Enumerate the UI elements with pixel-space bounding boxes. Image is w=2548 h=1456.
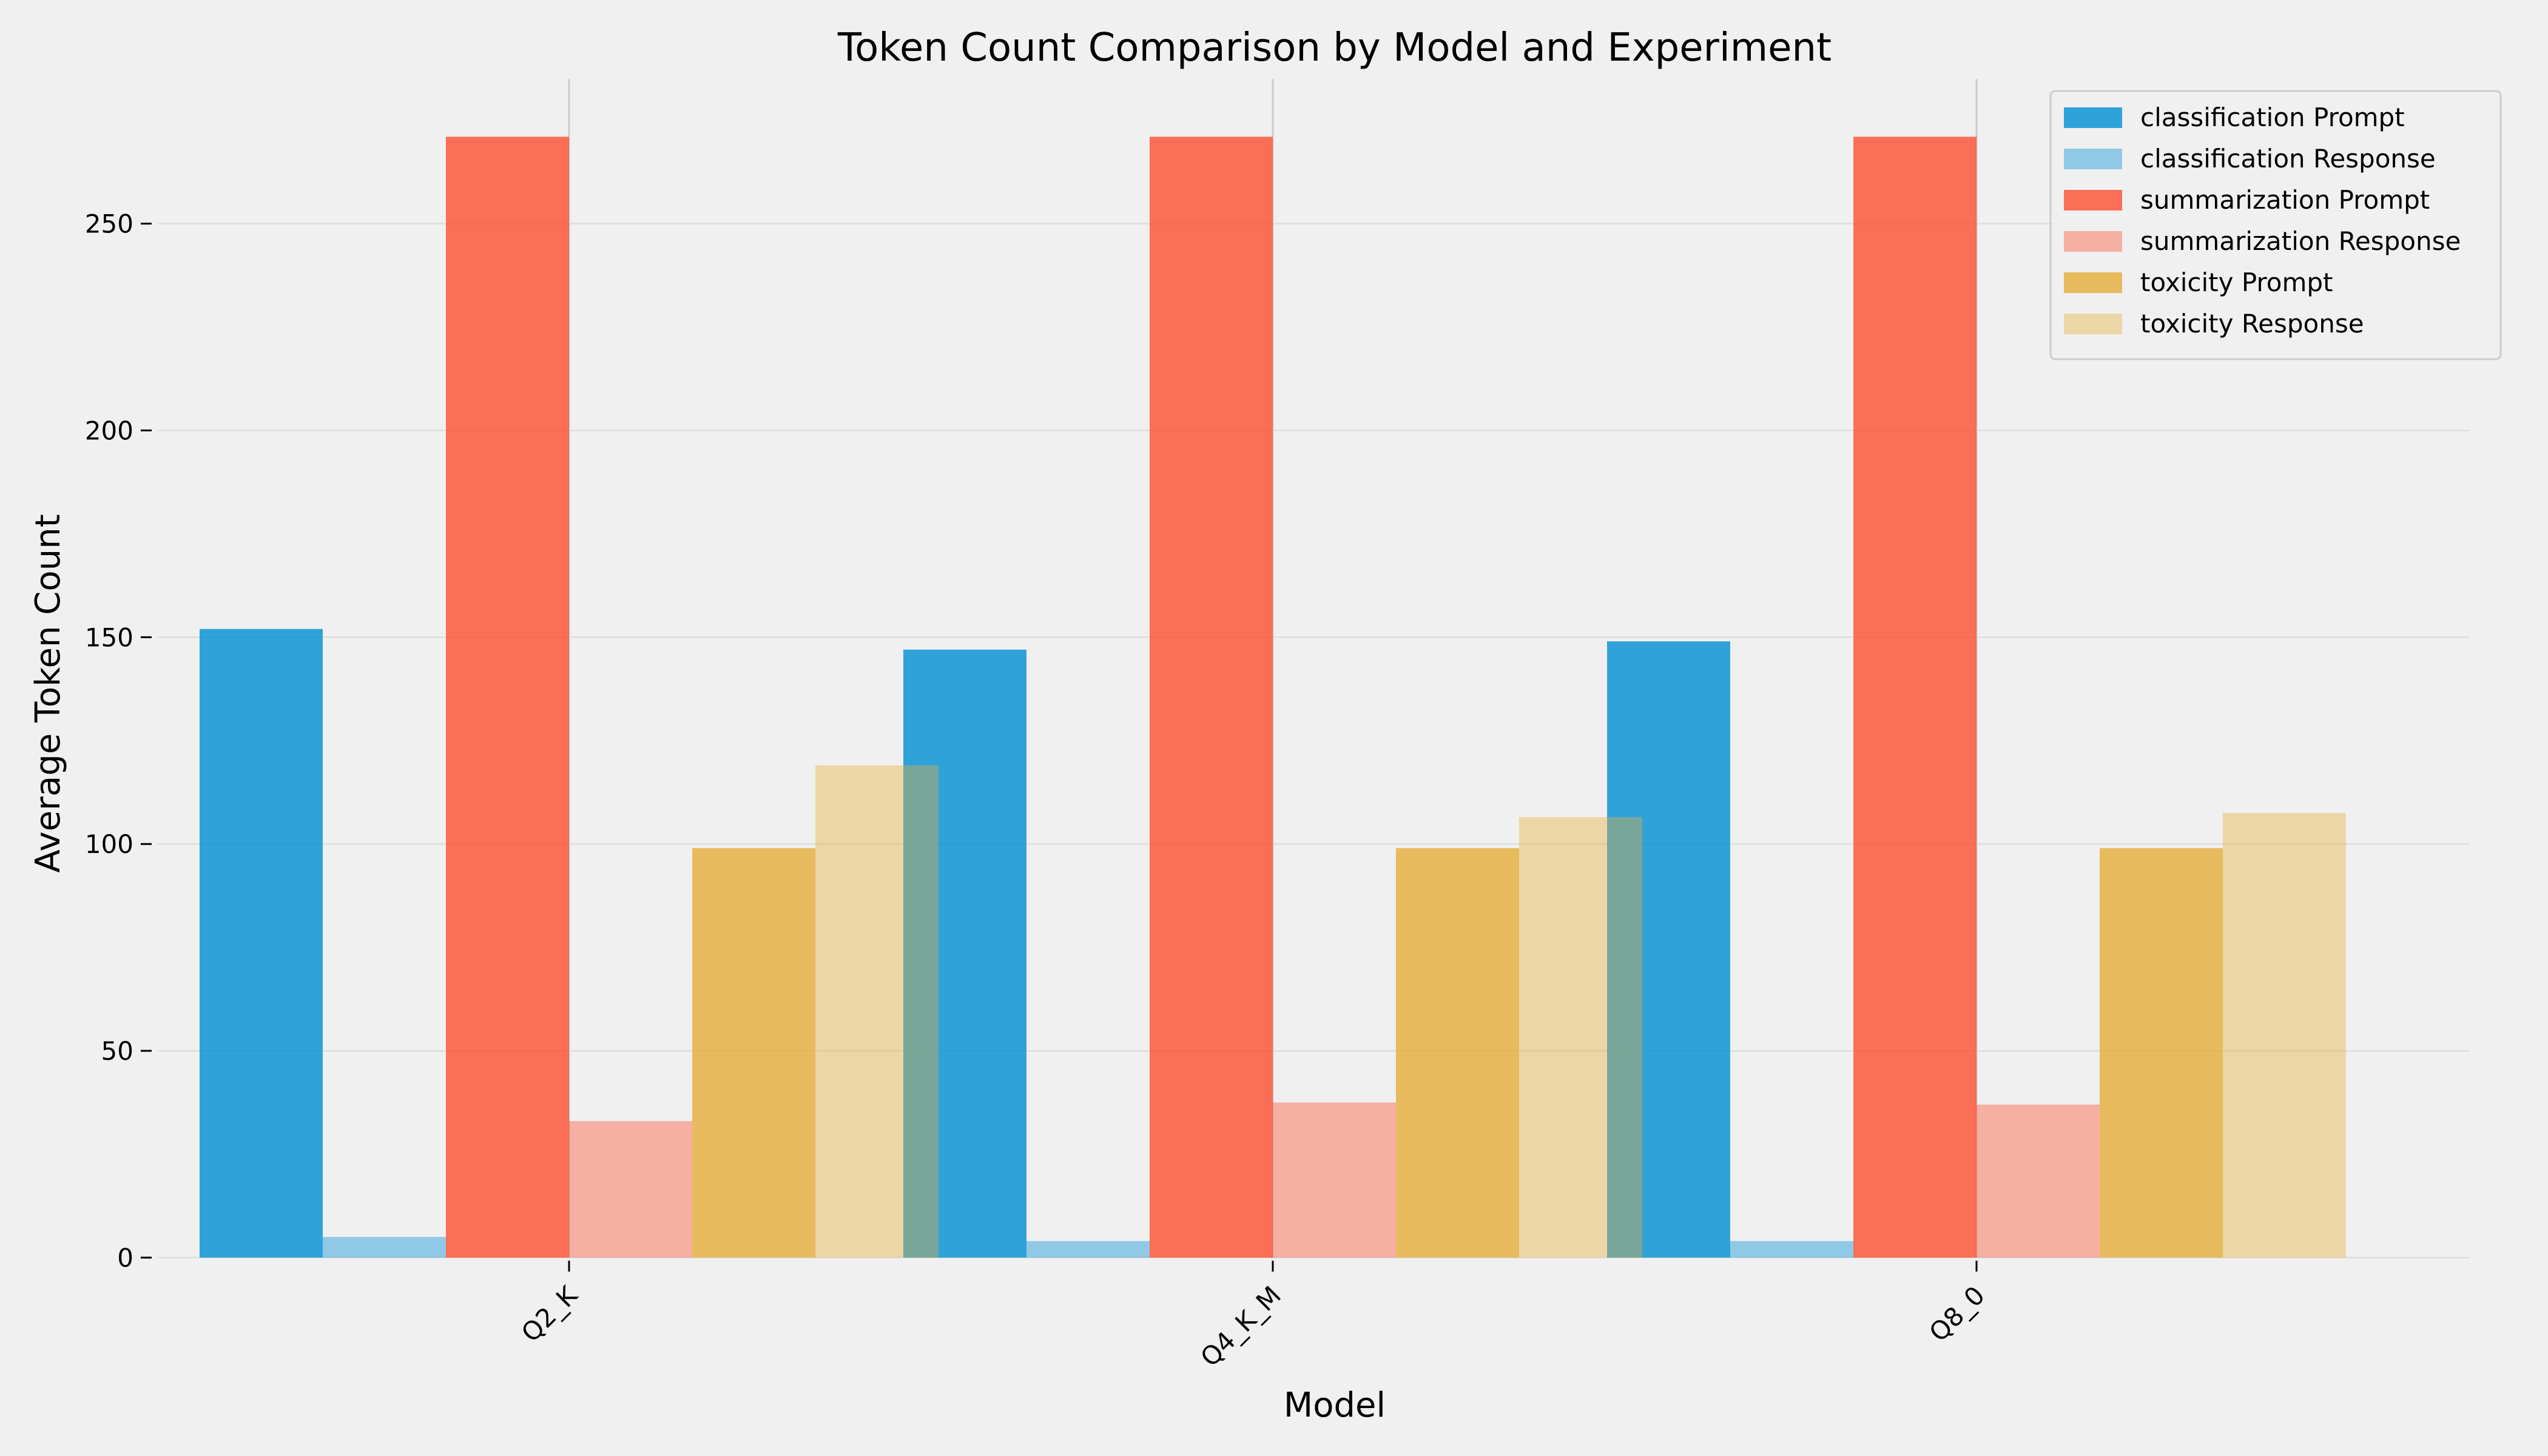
- x-tick-label: Q8_0: [1923, 1280, 1990, 1347]
- bar: [1730, 1241, 1853, 1258]
- x-tick-label: Q2_K: [516, 1279, 584, 1347]
- legend-label: classification Response: [2140, 144, 2436, 174]
- y-tick-label: 200: [85, 416, 133, 445]
- bar: [903, 649, 1026, 1258]
- x-tick-label: Q4_K_M: [1195, 1280, 1287, 1372]
- bars: [200, 136, 2346, 1258]
- bar: [1150, 136, 1273, 1258]
- bar: [323, 1236, 446, 1258]
- bar: [1853, 136, 1977, 1258]
- legend-label: summarization Response: [2140, 226, 2461, 256]
- legend-box: [2049, 90, 2502, 360]
- bar: [446, 136, 569, 1258]
- bar: [1396, 848, 1519, 1258]
- legend-swatch: [2064, 231, 2122, 252]
- y-axis: 0 50 100 150 200 250: [85, 209, 152, 1273]
- legend-label: classification Prompt: [2140, 103, 2405, 132]
- legend-swatch: [2064, 190, 2122, 211]
- legend-swatch: [2064, 149, 2122, 169]
- bar: [692, 848, 815, 1258]
- y-tick-label: 0: [117, 1243, 133, 1273]
- y-axis-label: Average Token Count: [29, 514, 68, 872]
- bar: [1977, 1104, 2100, 1258]
- y-tick-label: 250: [85, 209, 133, 239]
- legend: classification Prompt classification Resp…: [2049, 90, 2502, 360]
- legend-swatch: [2064, 314, 2122, 334]
- legend-label: summarization Prompt: [2140, 185, 2430, 215]
- bar: [1273, 1102, 1396, 1258]
- y-tick-label: 100: [85, 829, 133, 859]
- x-axis-label: Model: [1284, 1386, 1386, 1425]
- bar: [1519, 817, 1642, 1258]
- x-axis: Q2_K Q4_K_M Q8_0: [516, 1261, 1990, 1372]
- legend-label: toxicity Response: [2140, 309, 2364, 339]
- legend-label: toxicity Prompt: [2140, 268, 2333, 297]
- legend-swatch: [2064, 107, 2122, 128]
- bar: [2223, 813, 2346, 1258]
- bar: [200, 629, 323, 1258]
- legend-swatch: [2064, 272, 2122, 293]
- chart-title: Token Count Comparison by Model and Expe…: [837, 25, 1832, 70]
- y-tick-label: 50: [101, 1036, 133, 1066]
- bar: [2100, 848, 2223, 1258]
- bar: [1607, 641, 1730, 1258]
- bar: [569, 1121, 692, 1258]
- y-tick-label: 150: [85, 622, 133, 652]
- bar: [1026, 1241, 1150, 1258]
- bar: [815, 765, 939, 1258]
